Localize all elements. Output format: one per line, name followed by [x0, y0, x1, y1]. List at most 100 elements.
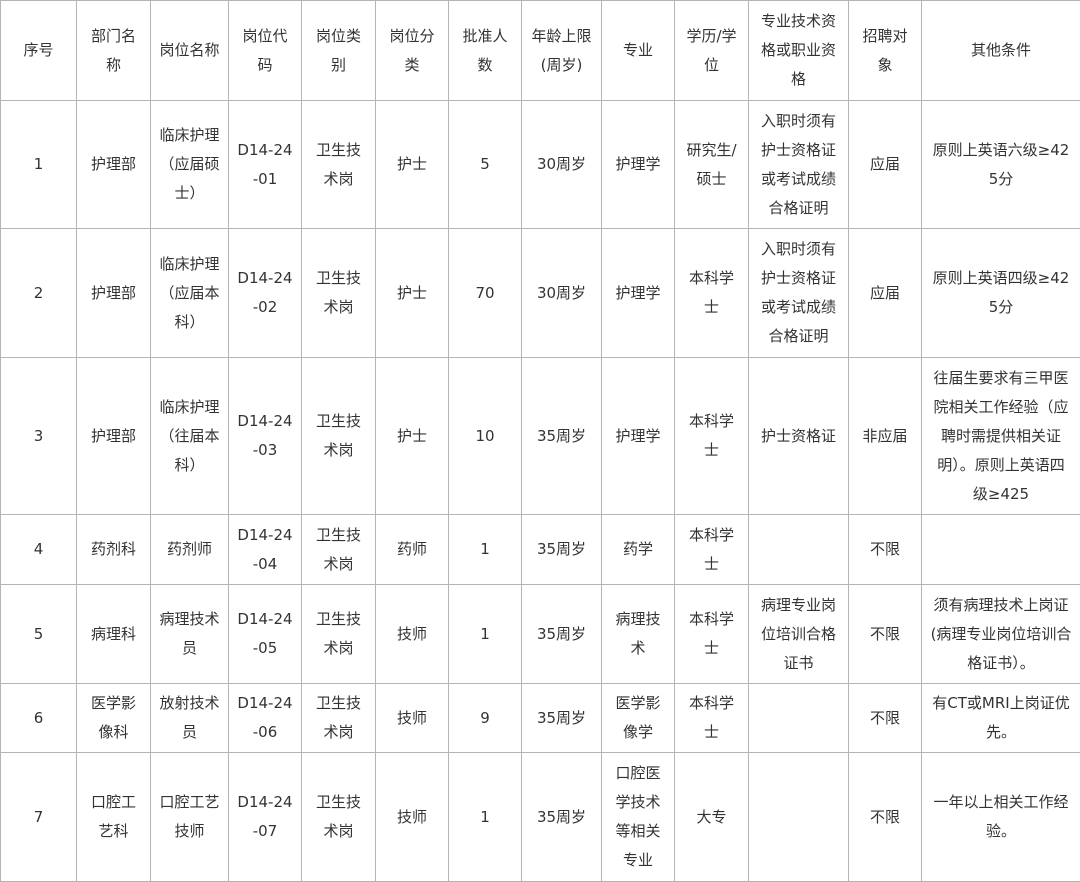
cell-age-limit: 35周岁 — [522, 684, 602, 753]
cell-position-type: 卫生技术岗 — [302, 515, 376, 585]
cell-position-class: 护士 — [376, 358, 449, 515]
cell-headcount: 1 — [449, 515, 522, 585]
cell-position-class: 技师 — [376, 753, 449, 882]
header-headcount: 批准人数 — [449, 1, 522, 101]
cell-major: 护理学 — [602, 101, 675, 229]
cell-major: 护理学 — [602, 358, 675, 515]
cell-index: 4 — [1, 515, 77, 585]
header-target: 招聘对象 — [849, 1, 922, 101]
cell-position-class: 技师 — [376, 585, 449, 684]
cell-position-name: 口腔工艺技师 — [151, 753, 229, 882]
cell-department: 护理部 — [77, 358, 151, 515]
cell-other-conditions: 原则上英语六级≥425分 — [922, 101, 1080, 229]
cell-position-type: 卫生技术岗 — [302, 585, 376, 684]
header-age-limit: 年龄上限(周岁) — [522, 1, 602, 101]
cell-age-limit: 35周岁 — [522, 585, 602, 684]
cell-major: 药学 — [602, 515, 675, 585]
cell-position-type: 卫生技术岗 — [302, 684, 376, 753]
cell-department: 护理部 — [77, 229, 151, 358]
cell-target: 不限 — [849, 684, 922, 753]
cell-education: 本科学士 — [675, 684, 749, 753]
cell-target: 不限 — [849, 585, 922, 684]
cell-education: 本科学士 — [675, 515, 749, 585]
cell-position-name: 临床护理（往届本科） — [151, 358, 229, 515]
cell-position-code: D14-24-05 — [229, 585, 302, 684]
cell-headcount: 1 — [449, 753, 522, 882]
cell-department: 医学影像科 — [77, 684, 151, 753]
header-department: 部门名称 — [77, 1, 151, 101]
cell-position-name: 临床护理（应届硕士） — [151, 101, 229, 229]
cell-education: 大专 — [675, 753, 749, 882]
cell-index: 1 — [1, 101, 77, 229]
cell-other-conditions: 往届生要求有三甲医院相关工作经验（应聘时需提供相关证明）。原则上英语四级≥425 — [922, 358, 1080, 515]
cell-target: 应届 — [849, 229, 922, 358]
cell-qualification: 护士资格证 — [749, 358, 849, 515]
cell-position-type: 卫生技术岗 — [302, 358, 376, 515]
cell-age-limit: 30周岁 — [522, 229, 602, 358]
cell-index: 7 — [1, 753, 77, 882]
cell-position-class: 护士 — [376, 101, 449, 229]
cell-position-code: D14-24-01 — [229, 101, 302, 229]
cell-department: 药剂科 — [77, 515, 151, 585]
cell-education: 本科学士 — [675, 229, 749, 358]
header-position-name: 岗位名称 — [151, 1, 229, 101]
cell-position-type: 卫生技术岗 — [302, 753, 376, 882]
cell-other-conditions: 原则上英语四级≥425分 — [922, 229, 1080, 358]
cell-target: 应届 — [849, 101, 922, 229]
header-position-type: 岗位类别 — [302, 1, 376, 101]
cell-qualification — [749, 684, 849, 753]
cell-major: 病理技术 — [602, 585, 675, 684]
cell-headcount: 1 — [449, 585, 522, 684]
header-position-code: 岗位代码 — [229, 1, 302, 101]
cell-headcount: 70 — [449, 229, 522, 358]
cell-index: 6 — [1, 684, 77, 753]
cell-other-conditions: 一年以上相关工作经验。 — [922, 753, 1080, 882]
cell-major: 口腔医学技术等相关专业 — [602, 753, 675, 882]
cell-department: 口腔工艺科 — [77, 753, 151, 882]
cell-index: 2 — [1, 229, 77, 358]
cell-target: 不限 — [849, 753, 922, 882]
cell-age-limit: 35周岁 — [522, 515, 602, 585]
header-row: 序号部门名称岗位名称岗位代码岗位类别岗位分类批准人数年龄上限(周岁)专业学历/学… — [1, 1, 1080, 101]
cell-department: 护理部 — [77, 101, 151, 229]
cell-education: 研究生/硕士 — [675, 101, 749, 229]
cell-headcount: 10 — [449, 358, 522, 515]
cell-qualification — [749, 753, 849, 882]
cell-target: 不限 — [849, 515, 922, 585]
cell-age-limit: 35周岁 — [522, 358, 602, 515]
cell-position-code: D14-24-03 — [229, 358, 302, 515]
cell-education: 本科学士 — [675, 585, 749, 684]
header-major: 专业 — [602, 1, 675, 101]
header-qualification: 专业技术资格或职业资格 — [749, 1, 849, 101]
cell-major: 医学影像学 — [602, 684, 675, 753]
cell-qualification: 入职时须有护士资格证或考试成绩合格证明 — [749, 101, 849, 229]
cell-index: 3 — [1, 358, 77, 515]
cell-position-type: 卫生技术岗 — [302, 229, 376, 358]
cell-position-name: 放射技术员 — [151, 684, 229, 753]
cell-headcount: 5 — [449, 101, 522, 229]
cell-position-code: D14-24-06 — [229, 684, 302, 753]
cell-other-conditions: 有CT或MRI上岗证优先。 — [922, 684, 1080, 753]
cell-position-name: 临床护理（应届本科） — [151, 229, 229, 358]
cell-other-conditions: 须有病理技术上岗证(病理专业岗位培训合格证书）。 — [922, 585, 1080, 684]
header-position-class: 岗位分类 — [376, 1, 449, 101]
cell-position-code: D14-24-04 — [229, 515, 302, 585]
cell-position-name: 药剂师 — [151, 515, 229, 585]
cell-qualification: 病理专业岗位培训合格证书 — [749, 585, 849, 684]
header-education: 学历/学位 — [675, 1, 749, 101]
cell-department: 病理科 — [77, 585, 151, 684]
cell-target: 非应届 — [849, 358, 922, 515]
cell-position-class: 护士 — [376, 229, 449, 358]
header-other-conditions: 其他条件 — [922, 1, 1080, 101]
cell-other-conditions — [922, 515, 1080, 585]
cell-qualification: 入职时须有护士资格证或考试成绩合格证明 — [749, 229, 849, 358]
cell-position-code: D14-24-02 — [229, 229, 302, 358]
cell-qualification — [749, 515, 849, 585]
cell-major: 护理学 — [602, 229, 675, 358]
